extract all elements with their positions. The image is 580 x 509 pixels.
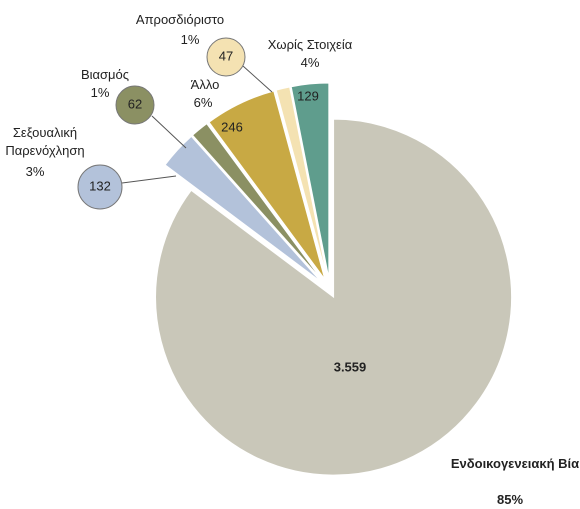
pie-slice [164, 135, 322, 283]
value-label: 129 [297, 88, 319, 103]
percent-label: 4% [300, 55, 320, 70]
percent-label: 85% [496, 492, 524, 507]
percent-label: 1% [90, 85, 110, 100]
leader-line [242, 65, 273, 93]
value-label: 132 [89, 178, 111, 193]
category-label: Απροσδιόριστο [135, 12, 225, 27]
value-label: 47 [219, 48, 233, 63]
leader-line [121, 175, 177, 184]
leader-line [151, 115, 187, 149]
pie-slice [155, 118, 513, 476]
pie-slice [208, 90, 326, 280]
category-label: Χωρίς Στοιχεία [267, 37, 353, 52]
category-label: Βιασμός [80, 67, 130, 82]
value-label: 3.559 [334, 359, 367, 374]
pie-slice [290, 82, 330, 279]
value-bubble [115, 85, 155, 125]
category-label: Άλλο [190, 77, 220, 92]
pie-slice [275, 86, 328, 279]
value-label: 246 [221, 119, 243, 134]
value-bubble [206, 37, 246, 77]
percent-label: 1% [180, 32, 200, 47]
pie-slice [191, 123, 323, 282]
percent-label: 3% [25, 164, 45, 179]
category-label: Ενδοικογενειακή Βία [450, 456, 580, 471]
category-label: Σεξουαλική Παρενόχληση [5, 125, 85, 158]
value-label: 62 [128, 96, 142, 111]
value-bubble [77, 164, 123, 210]
percent-label: 6% [193, 95, 213, 110]
